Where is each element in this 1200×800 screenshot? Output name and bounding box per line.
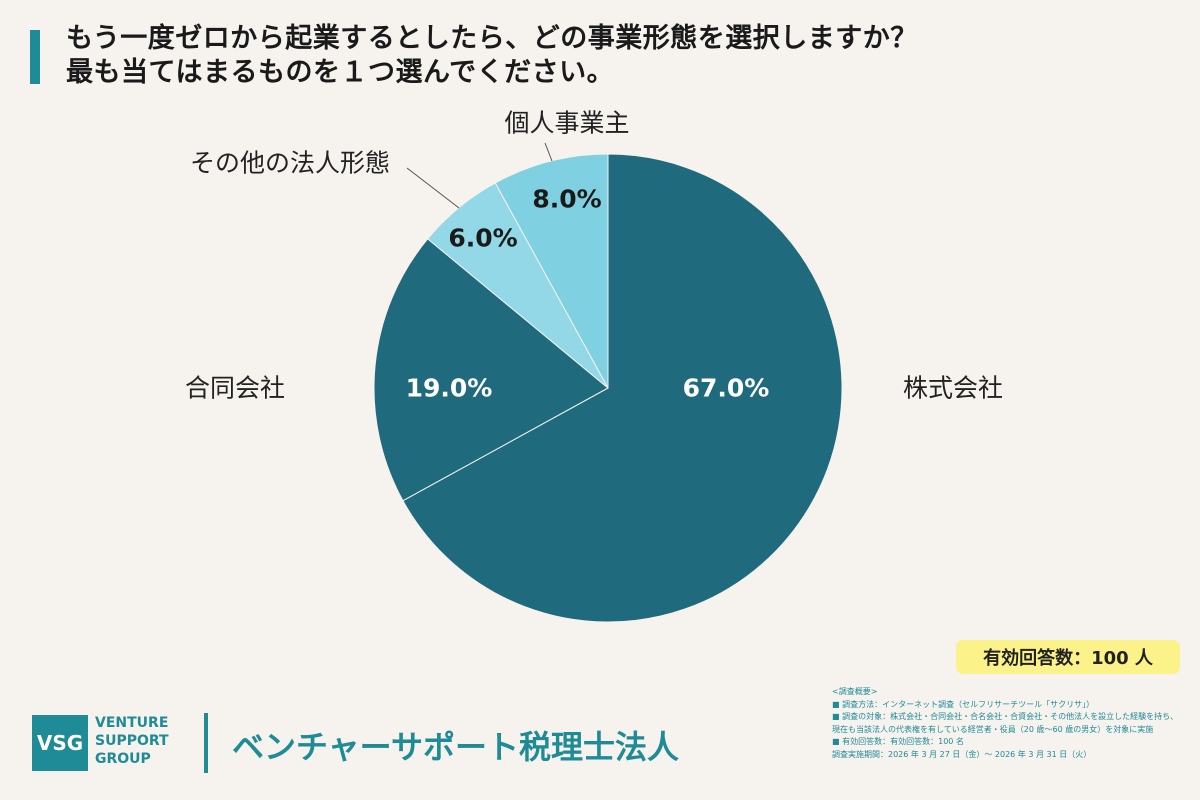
pie-slice-2 <box>373 238 609 502</box>
slice-value-label-4: 8.0% <box>532 185 601 214</box>
chart-title-line-1: もう一度ゼロから起業するとしたら、どの事業形態を選択しますか？ <box>66 23 918 54</box>
pie-slice-4 <box>494 153 609 389</box>
slice-value-label-3: 6.0% <box>448 224 517 253</box>
chart-title: もう一度ゼロから起業するとしたら、どの事業形態を選択しますか？ 最も当てはまるも… <box>66 22 918 90</box>
leader-line-4 <box>544 142 553 162</box>
survey-notes: <調査概要> ■ 調査方法：インターネット調査（セルフリサーチツール「サクリサ」… <box>832 686 1192 761</box>
survey-notes-period: 調査実施期間：2026 年 3 月 27 日（金）〜 2026 年 3 月 31… <box>832 749 1092 759</box>
logo-line-1: VENTURE <box>95 715 169 731</box>
slice-category-label-2: 合同会社 <box>185 374 285 403</box>
survey-notes-target-2: 現在も当該法人の代表権を有している経営者・役員（20 歳〜60 歳の男女）を対象… <box>832 724 1154 734</box>
logo-line-2: SUPPORT <box>95 733 169 749</box>
slice-category-label-1: 株式会社 <box>903 374 1003 403</box>
slice-value-label-2: 19.0% <box>406 374 493 403</box>
slice-category-label-3: その他の法人形態 <box>190 149 390 178</box>
leader-line-3 <box>406 167 460 209</box>
slice-value-label-1: 67.0% <box>683 374 770 403</box>
pie-slice-1 <box>402 153 843 623</box>
survey-notes-heading: <調査概要> <box>832 687 878 696</box>
title-accent-bar <box>30 30 40 84</box>
company-name: ベンチャーサポート税理士法人 <box>232 728 680 766</box>
vsg-logo-text: VENTURE SUPPORT GROUP <box>95 714 169 768</box>
slice-category-label-4: 個人事業主 <box>504 109 629 138</box>
survey-notes-count: ■ 有効回答数：有効回答数：100 名 <box>832 737 964 746</box>
survey-notes-method: ■ 調査方法：インターネット調査（セルフリサーチツール「サクリサ」） <box>832 699 1095 709</box>
survey-notes-target-1: ■ 調査の対象：株式会社・合同会社・合名会社・合資会社・その他法人を設立した経験… <box>832 712 1179 721</box>
logo-divider <box>204 713 208 773</box>
logo-line-3: GROUP <box>95 751 151 767</box>
respondent-count-badge: 有効回答数：100 人 <box>956 640 1180 674</box>
chart-title-line-2: 最も当てはまるものを１つ選んでください。 <box>66 57 615 88</box>
vsg-logo-mark: VSG <box>32 715 88 771</box>
